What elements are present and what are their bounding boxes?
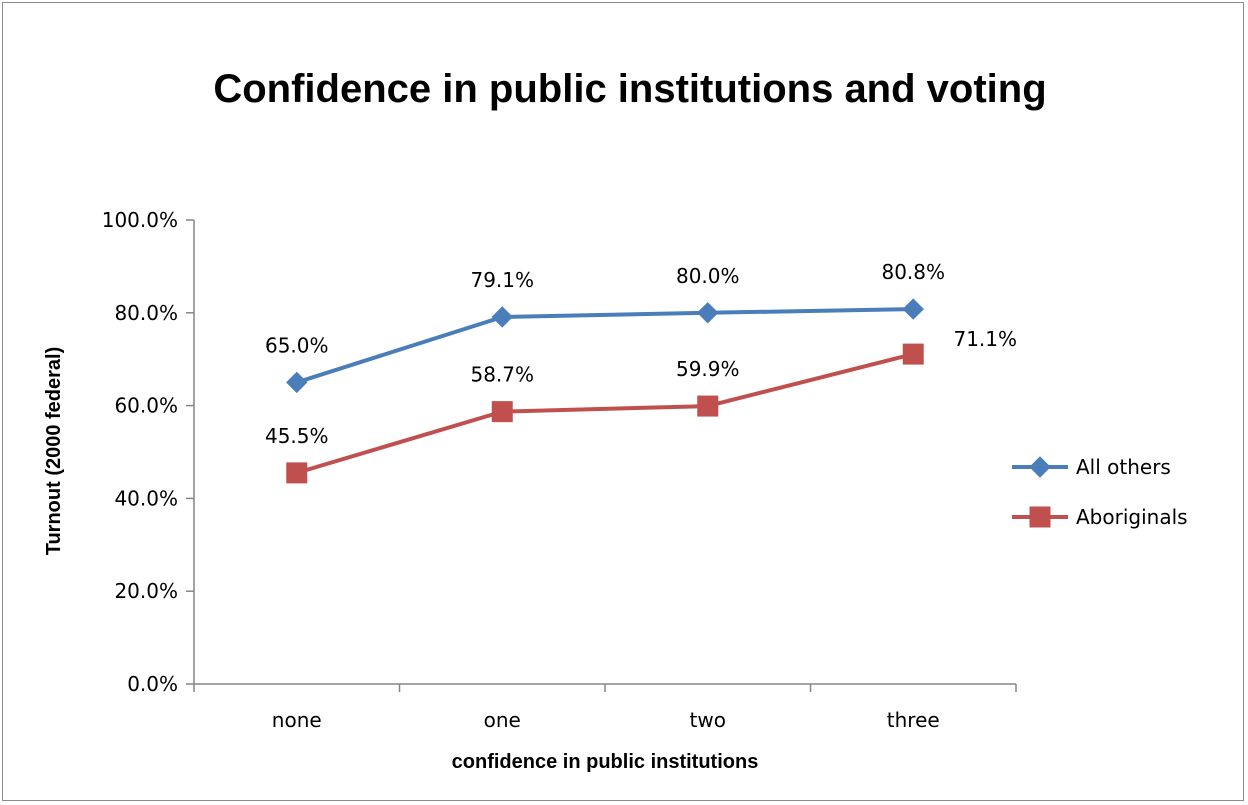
data-label: 71.1% (953, 327, 1017, 351)
data-label: 80.0% (676, 264, 740, 288)
series-layer (286, 298, 924, 484)
y-tick-label: 0.0% (127, 672, 178, 696)
data-label: 65.0% (265, 333, 329, 357)
data-label: 45.5% (265, 424, 329, 448)
series-marker (1029, 506, 1051, 528)
series-marker (697, 302, 719, 324)
series-marker (902, 343, 924, 365)
y-tick-label: 80.0% (114, 301, 178, 325)
data-label: 59.9% (676, 357, 740, 381)
data-labels: 65.0% 79.1% 80.0% 80.8% 45.5% 58.7% 59.9% 71.1% (265, 260, 1017, 448)
data-label: 79.1% (470, 268, 534, 292)
series-all-others (286, 298, 924, 394)
legend-label: Aboriginals (1076, 505, 1188, 529)
series-marker (902, 298, 924, 320)
y-tick-label: 20.0% (114, 579, 178, 603)
legend-item: Aboriginals (1012, 505, 1188, 529)
legend: All others Aboriginals (1012, 455, 1188, 529)
x-tick-label: none (272, 708, 322, 732)
series-marker (286, 371, 308, 394)
x-tick-label: two (690, 708, 726, 732)
series-marker (697, 395, 719, 417)
series-marker (1029, 456, 1051, 478)
series-marker (491, 401, 513, 423)
chart-title: Confidence in public institutions and vo… (213, 67, 1046, 111)
series-line (296, 307, 914, 385)
x-tick-label: one (484, 708, 521, 732)
x-tick-label: three (887, 708, 940, 732)
axes: 0.0% 20.0% 40.0% 60.0% 80.0% 100.0% none one two… (102, 208, 1017, 732)
legend-label: All others (1076, 455, 1171, 479)
y-axis-title: Turnout (2000 federal) (43, 347, 65, 556)
series-line (296, 352, 914, 475)
y-tick-label: 60.0% (114, 394, 178, 418)
series-marker (286, 462, 308, 484)
data-label: 80.8% (881, 260, 945, 284)
data-label: 58.7% (470, 363, 534, 387)
x-axis-title: confidence in public institutions (452, 751, 759, 773)
y-tick-label: 100.0% (102, 208, 178, 232)
y-tick-label: 40.0% (114, 486, 178, 510)
legend-item: All others (1012, 455, 1171, 479)
series-aboriginals (286, 343, 924, 484)
series-marker (491, 306, 513, 328)
